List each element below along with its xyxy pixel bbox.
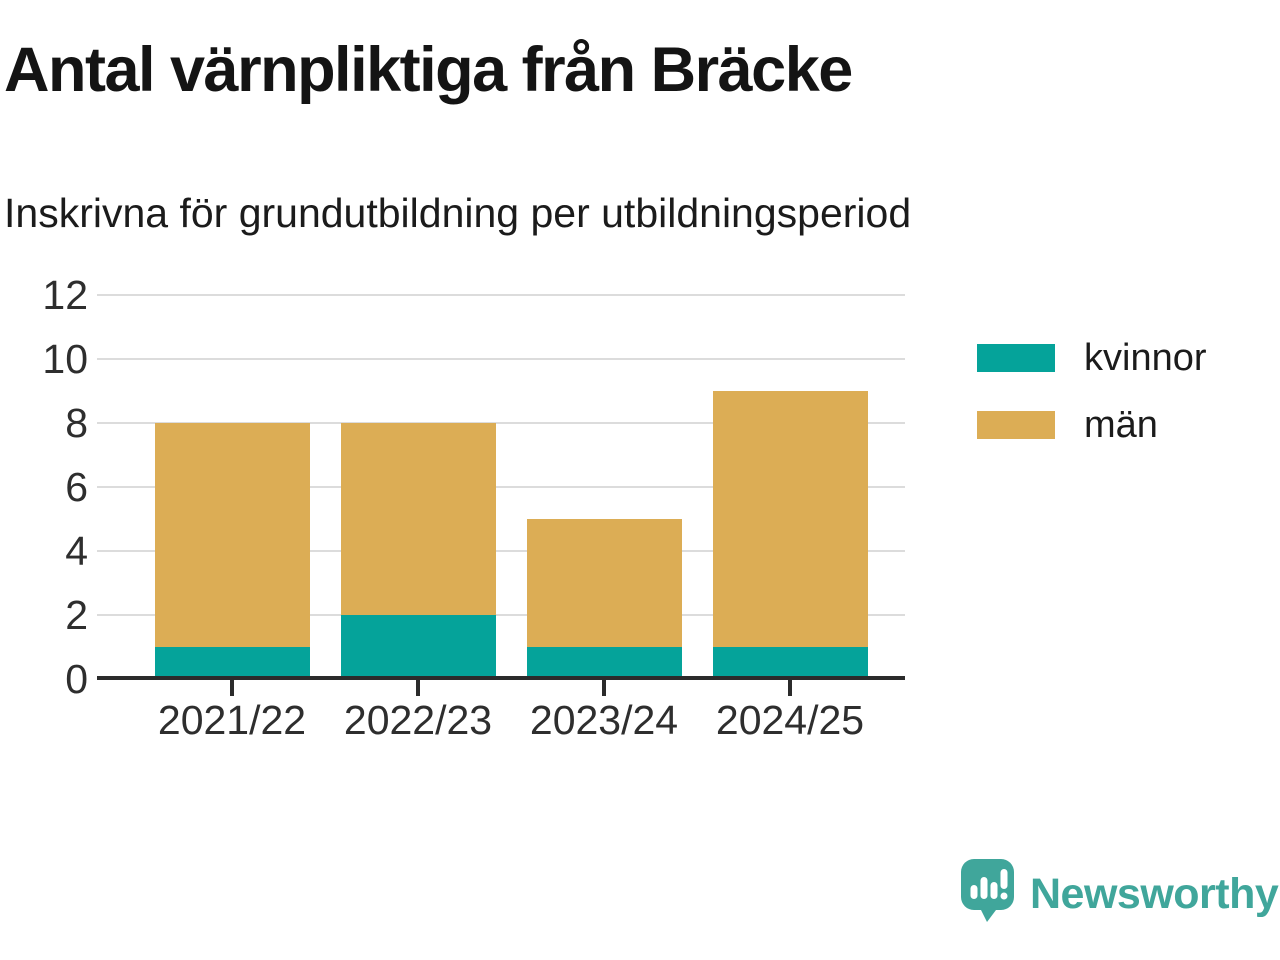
y-axis-label-6: 6 [65,464,88,510]
gridline-6 [97,486,905,488]
x-axis-label-2023-24: 2023/24 [529,697,679,743]
legend-label-kvinnor: kvinnor [1084,337,1207,379]
bar-2022-23-kvinnor [341,615,496,679]
bar-2022-23-män [341,423,496,615]
x-axis-label-2022-23: 2022/23 [343,697,493,743]
gridline-4 [97,550,905,552]
y-axis-label-12: 12 [42,272,88,318]
x-axis-label-2024-25: 2024/25 [715,697,865,743]
newsworthy-logo-icon [960,858,1017,930]
y-axis-label-2: 2 [65,592,88,638]
legend-label-man: män [1084,404,1158,446]
bar-2024-25-män [713,391,868,647]
x-axis-tick-2023-24 [602,680,606,696]
plot-area: 2021/22 2022/23 2023/24 2024/25 [97,294,905,743]
gridline-8 [97,422,905,424]
chart-subtitle: Inskrivna för grundutbildning per utbild… [4,190,912,236]
newsworthy-logo-text: Newsworthy [1030,869,1279,918]
legend-item-man: män [977,406,1207,444]
legend-swatch-man [977,411,1055,439]
legend-swatch-kvinnor [977,344,1055,372]
legend: kvinnor män [977,339,1207,444]
chart-title: Antal värnpliktiga från Bräcke [4,35,853,105]
bar-2021-22-kvinnor [155,647,310,679]
x-axis-tick-2021-22 [230,680,234,696]
bar-2023-24-män [527,519,682,647]
legend-item-kvinnor: kvinnor [977,339,1207,377]
y-axis-label-10: 10 [42,336,88,382]
bar-2023-24-kvinnor [527,647,682,679]
bar-2024-25-kvinnor [713,647,868,679]
x-axis-tick-2022-23 [416,680,420,696]
gridline-10 [97,358,905,360]
y-axis-label-4: 4 [65,528,88,574]
bar-2021-22-män [155,423,310,647]
brand-footer: Newsworthy [960,858,1279,930]
x-axis-label-2021-22: 2021/22 [157,697,307,743]
gridline-2 [97,614,905,616]
y-axis-label-8: 8 [65,400,88,446]
x-axis-tick-2024-25 [788,680,792,696]
gridline-12 [97,294,905,296]
x-axis-line [97,676,905,680]
y-axis-label-0: 0 [65,656,88,702]
